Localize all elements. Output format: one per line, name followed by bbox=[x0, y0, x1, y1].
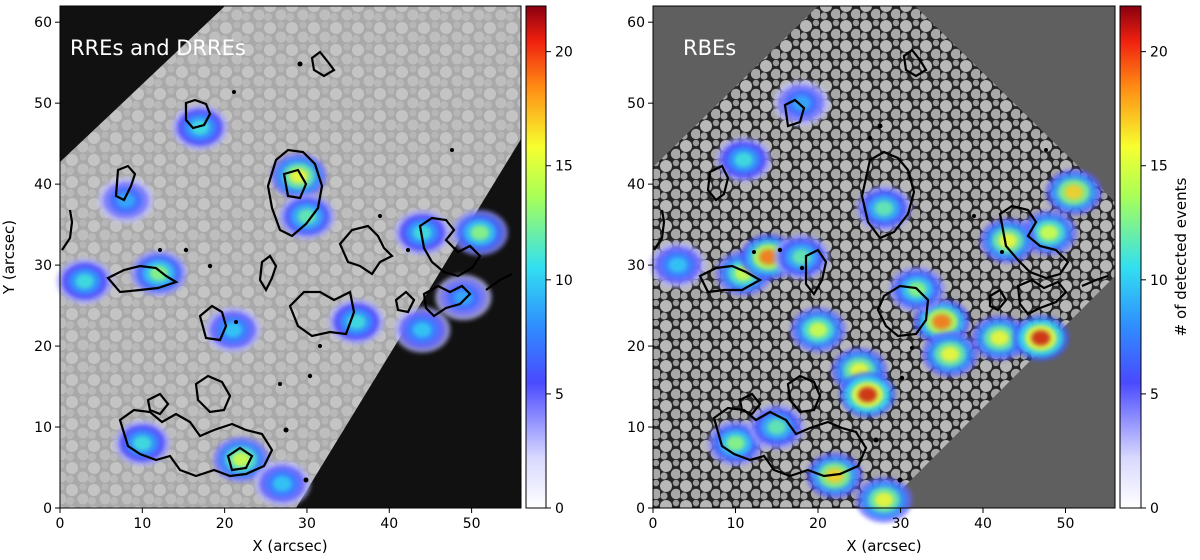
field-of-view bbox=[653, 6, 1115, 508]
y-tick-label: 40 bbox=[627, 177, 645, 193]
y-tick-label: 20 bbox=[34, 339, 52, 355]
x-tick-label: 50 bbox=[1057, 516, 1075, 532]
panel-rres-drres: RREs and DRREs 0 10 20 30 40 50 0102030405060… bbox=[0, 5, 573, 555]
hotspot bbox=[270, 153, 327, 199]
colorbar-label: # of detected events bbox=[1172, 178, 1190, 337]
hotspot bbox=[748, 404, 805, 450]
hotspot bbox=[204, 307, 262, 353]
y-tick-label: 50 bbox=[627, 96, 645, 112]
x-tick-label: 30 bbox=[892, 516, 910, 532]
y-axis-label: Y (arcsec) bbox=[0, 220, 18, 295]
colorbar-gradient bbox=[1119, 5, 1142, 509]
hotspot bbox=[1045, 169, 1102, 216]
colorbar-tick-label: 5 bbox=[1150, 387, 1159, 403]
hotspot bbox=[855, 477, 913, 523]
x-axis-label: X (arcsec) bbox=[252, 537, 327, 555]
hotspot bbox=[649, 242, 706, 288]
contour-dots bbox=[752, 123, 1048, 483]
contour-dots bbox=[158, 61, 454, 483]
colorbar-tick-label: 0 bbox=[1150, 501, 1159, 517]
colorbar-tick-label: 0 bbox=[555, 501, 564, 517]
x-tick-label: 20 bbox=[809, 516, 827, 532]
hotspot bbox=[921, 331, 979, 377]
x-tick-label: 10 bbox=[133, 516, 151, 532]
hotspot bbox=[715, 137, 772, 183]
y-tick-label: 30 bbox=[34, 258, 52, 274]
hotspot bbox=[971, 315, 1028, 361]
plot-frame bbox=[59, 5, 522, 509]
hotspot bbox=[773, 234, 830, 280]
x-tick-label: 50 bbox=[463, 516, 481, 532]
hotspot bbox=[56, 258, 113, 305]
colorbar-tick-label: 20 bbox=[1150, 45, 1168, 61]
hotspot bbox=[451, 209, 509, 256]
hotspot bbox=[855, 185, 913, 232]
event-density-map bbox=[56, 104, 509, 507]
plot-frame bbox=[652, 5, 1116, 509]
hotspot bbox=[114, 420, 171, 467]
x-axis: 0 10 20 30 40 50 bbox=[56, 508, 481, 532]
colorbar-gradient bbox=[525, 5, 547, 509]
hotspot bbox=[394, 307, 451, 353]
panel-label: RREs and DRREs bbox=[70, 36, 246, 60]
x-tick-label: 30 bbox=[298, 516, 316, 532]
panel-label: RBEs bbox=[683, 36, 736, 60]
colorbar-tick-label: 15 bbox=[1150, 159, 1168, 175]
colorbar-tick-label: 15 bbox=[555, 159, 573, 175]
hotspot bbox=[1012, 315, 1069, 361]
colorbar-ticks: 0 5 10 15 20 bbox=[1141, 45, 1168, 517]
magnetic-contours bbox=[653, 48, 1109, 478]
y-tick-label: 50 bbox=[34, 96, 52, 112]
y-tick-label: 0 bbox=[43, 501, 52, 517]
y-tick-label: 10 bbox=[34, 420, 52, 436]
hotspot bbox=[707, 420, 764, 467]
hotspot bbox=[435, 274, 492, 321]
y-tick-label: 10 bbox=[627, 420, 645, 436]
x-axis-label: X (arcsec) bbox=[846, 537, 921, 555]
magnetic-contours bbox=[61, 50, 513, 478]
hotspot bbox=[789, 307, 847, 353]
y-tick-label: 60 bbox=[627, 15, 645, 31]
colorbar-ticks: 0 5 10 15 20 bbox=[546, 45, 573, 517]
y-axis: 0 10 20 30 40 50 60 bbox=[627, 15, 653, 517]
colorbar: 0 5 10 15 20 bbox=[525, 5, 573, 517]
x-tick-label: 20 bbox=[216, 516, 234, 532]
hotspot bbox=[839, 371, 896, 418]
hotspot bbox=[773, 80, 830, 126]
y-tick-label: 40 bbox=[34, 177, 52, 193]
hotspot bbox=[97, 177, 155, 224]
y-tick-label: 20 bbox=[627, 339, 645, 355]
colorbar-tick-label: 20 bbox=[555, 45, 573, 61]
y-tick-label: 0 bbox=[636, 501, 645, 517]
colorbar-tick-label: 5 bbox=[555, 387, 564, 403]
event-density-map bbox=[649, 80, 1102, 523]
colorbar: 0 5 10 15 20 bbox=[1119, 5, 1168, 517]
colorbar-tick-label: 10 bbox=[1150, 273, 1168, 289]
hotspot bbox=[171, 104, 229, 151]
y-axis: 0 10 20 30 40 50 60 bbox=[34, 15, 60, 517]
x-tick-label: 0 bbox=[56, 516, 65, 532]
x-tick-label: 0 bbox=[649, 516, 658, 532]
x-tick-label: 10 bbox=[727, 516, 745, 532]
x-tick-label: 40 bbox=[974, 516, 992, 532]
hotspot bbox=[328, 298, 385, 345]
y-tick-label: 30 bbox=[627, 258, 645, 274]
y-tick-label: 60 bbox=[34, 15, 52, 31]
x-axis: 0 10 20 30 40 50 bbox=[649, 508, 1075, 532]
hotspot bbox=[254, 460, 311, 507]
colorbar-tick-label: 10 bbox=[555, 273, 573, 289]
hotspot bbox=[979, 217, 1036, 264]
x-tick-label: 40 bbox=[380, 516, 398, 532]
